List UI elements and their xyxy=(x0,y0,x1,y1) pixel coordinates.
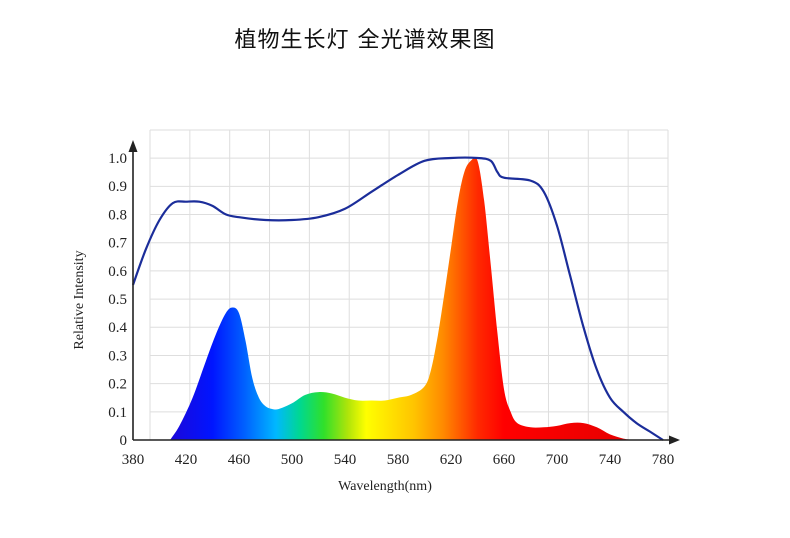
spectrum-area xyxy=(170,157,634,441)
x-tick-label: 420 xyxy=(175,452,198,468)
x-tick-label: 540 xyxy=(334,452,357,468)
y-tick-label: 0.7 xyxy=(108,236,127,252)
y-tick-label: 0.4 xyxy=(108,320,127,336)
y-tick-label: 0.5 xyxy=(108,292,127,308)
x-tick-label: 580 xyxy=(387,452,410,468)
chart-axes xyxy=(128,140,680,445)
y-tick-label: 0.1 xyxy=(108,405,127,421)
x-tick-label: 660 xyxy=(493,452,516,468)
chart-title: 植物生长灯 全光谱效果图 xyxy=(234,28,496,53)
y-tick-label: 1.0 xyxy=(108,151,127,167)
envelope-line xyxy=(131,156,664,441)
x-axis-arrow xyxy=(669,435,680,445)
y-tick-label: 0.6 xyxy=(108,264,127,280)
envelope-line-layer xyxy=(131,156,664,441)
y-tick-label: 0.2 xyxy=(108,377,127,393)
y-tick-label: 0.3 xyxy=(108,348,127,364)
x-tick-label: 460 xyxy=(228,452,251,468)
x-tick-label: 620 xyxy=(440,452,463,468)
x-axis-label: Wavelength(nm) xyxy=(338,479,432,494)
x-tick-label: 700 xyxy=(546,452,569,468)
y-axis-label: Relative Intensity xyxy=(72,250,87,349)
x-tick-label: 500 xyxy=(281,452,304,468)
spectrum-area-layer xyxy=(170,157,634,441)
y-tick-label: 0.9 xyxy=(108,179,127,195)
x-tick-label: 380 xyxy=(122,452,145,468)
tick-labels: 380 420 460 500 540 580 620 660 700 740 780 0 0.1 0.2… xyxy=(108,151,674,468)
y-axis-arrow xyxy=(128,140,138,152)
x-tick-label: 740 xyxy=(599,452,622,468)
x-tick-label: 780 xyxy=(652,452,675,468)
y-tick-label: 0 xyxy=(120,433,128,449)
y-tick-label: 0.8 xyxy=(108,207,127,223)
